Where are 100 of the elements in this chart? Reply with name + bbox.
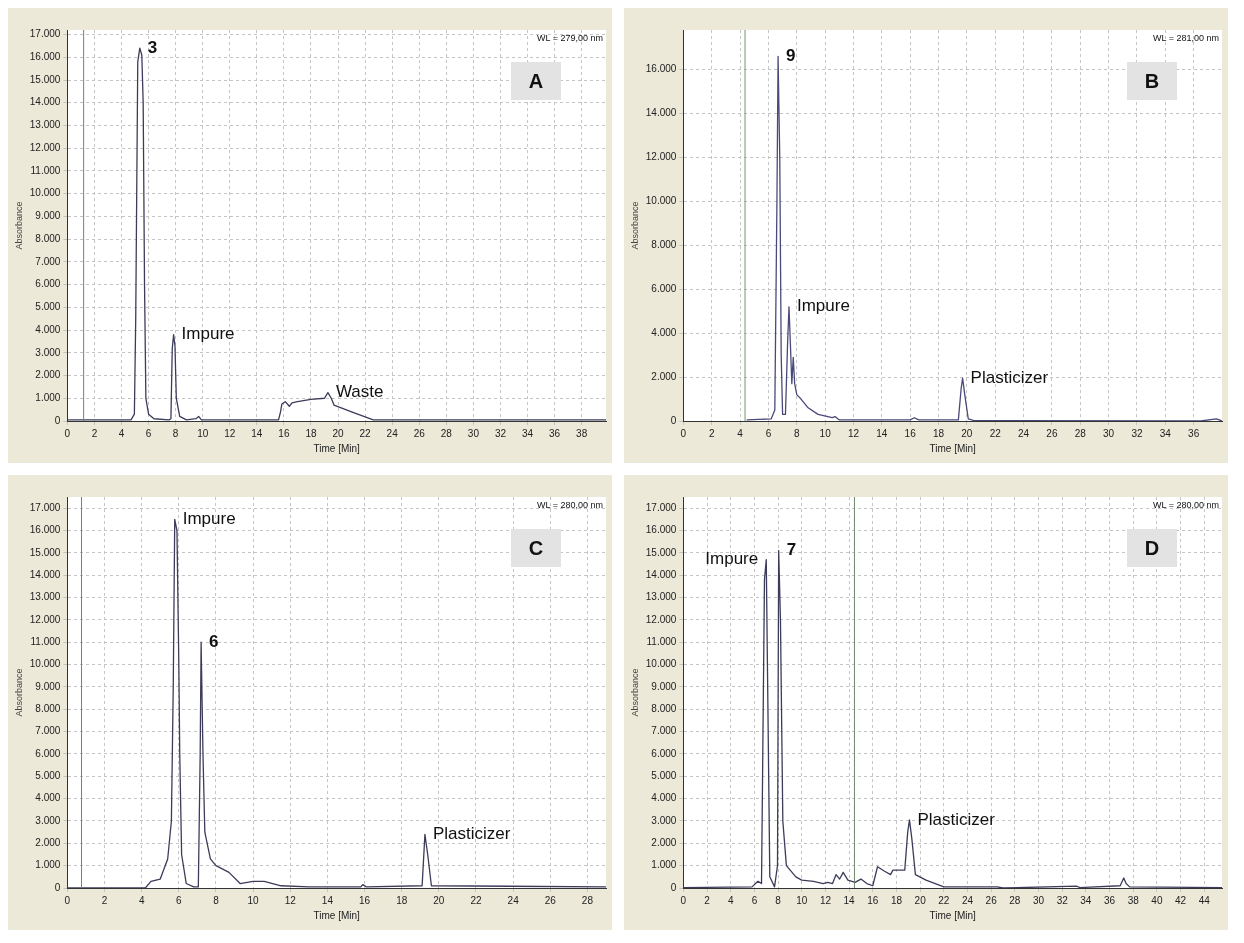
y-tick-label: 17.000 bbox=[645, 501, 677, 513]
y-tick-label: 0 bbox=[54, 414, 61, 426]
x-tick-label: 14 bbox=[251, 427, 263, 439]
x-tick-label: 0 bbox=[64, 427, 71, 439]
chart-subtitle: WL = 279,00 nm bbox=[537, 32, 603, 43]
x-tick-label: 32 bbox=[1131, 427, 1143, 439]
annotation: Waste bbox=[335, 382, 384, 402]
y-tick-label: 8.000 bbox=[651, 239, 677, 251]
annotation: 9 bbox=[786, 46, 796, 66]
y-tick-label: 3.000 bbox=[35, 346, 61, 358]
x-tick-label: 18 bbox=[932, 427, 945, 439]
y-tick-label: 5.000 bbox=[35, 770, 61, 782]
y-tick-label: 16.000 bbox=[645, 63, 677, 75]
x-tick-label: 34 bbox=[1159, 427, 1172, 439]
x-tick-label: 8 bbox=[172, 427, 179, 439]
x-tick-label: 20 bbox=[332, 427, 345, 439]
x-tick-label: 30 bbox=[1103, 427, 1115, 439]
y-tick-label: 2.000 bbox=[35, 369, 61, 381]
x-tick-label: 34 bbox=[521, 427, 534, 439]
y-tick-label: 16.000 bbox=[645, 524, 677, 536]
x-tick-label: 6 bbox=[176, 894, 183, 906]
x-tick-label: 16 bbox=[867, 894, 879, 906]
y-tick-label: 9.000 bbox=[651, 680, 677, 692]
x-tick-label: 38 bbox=[1127, 894, 1140, 906]
x-tick-label: 18 bbox=[890, 894, 903, 906]
y-tick-label: 14.000 bbox=[645, 568, 677, 580]
y-axis-title: Absorbance bbox=[629, 201, 640, 250]
chart-subtitle: WL = 280,00 nm bbox=[537, 499, 603, 510]
y-axis-title: Absorbance bbox=[13, 668, 24, 717]
x-tick-label: 4 bbox=[138, 894, 145, 906]
x-tick-label: 20 bbox=[914, 894, 927, 906]
y-tick-label: 12.000 bbox=[645, 151, 677, 163]
y-tick-label: 5.000 bbox=[35, 301, 61, 313]
y-tick-label: 10.000 bbox=[645, 658, 677, 670]
x-tick-label: 10 bbox=[819, 427, 832, 439]
y-tick-label: 17.000 bbox=[29, 28, 61, 40]
x-tick-label: 28 bbox=[1009, 894, 1021, 906]
y-tick-label: 7.000 bbox=[651, 725, 677, 737]
x-tick-label: 26 bbox=[413, 427, 426, 439]
x-tick-label: 0 bbox=[680, 427, 687, 439]
y-tick-label: 17.000 bbox=[29, 501, 61, 513]
x-tick-label: 8 bbox=[213, 894, 220, 906]
annotation: Impure bbox=[182, 509, 236, 529]
x-tick-label: 30 bbox=[467, 427, 480, 439]
y-tick-label: 8.000 bbox=[35, 703, 61, 715]
x-tick-label: 26 bbox=[985, 894, 998, 906]
x-tick-label: 26 bbox=[544, 894, 557, 906]
y-tick-label: 15.000 bbox=[645, 546, 677, 558]
annotation: Plasticizer bbox=[432, 824, 511, 844]
y-tick-label: 6.000 bbox=[651, 282, 677, 294]
x-tick-label: 26 bbox=[1046, 427, 1058, 439]
x-tick-label: 24 bbox=[386, 427, 399, 439]
x-tick-label: 32 bbox=[494, 427, 507, 439]
x-tick-label: 22 bbox=[938, 894, 950, 906]
x-tick-label: 20 bbox=[961, 427, 973, 439]
x-tick-label: 4 bbox=[737, 427, 744, 439]
x-tick-label: 38 bbox=[576, 427, 588, 439]
y-tick-label: 10.000 bbox=[645, 195, 677, 207]
y-tick-label: 8.000 bbox=[35, 232, 61, 244]
x-tick-label: 12 bbox=[847, 427, 860, 439]
annotation: Impure bbox=[796, 296, 850, 316]
y-tick-label: 11.000 bbox=[30, 164, 61, 176]
x-tick-label: 36 bbox=[1188, 427, 1200, 439]
y-tick-label: 1.000 bbox=[35, 859, 61, 871]
x-tick-label: 0 bbox=[64, 894, 71, 906]
x-tick-label: 44 bbox=[1198, 894, 1211, 906]
annotation: Impure bbox=[181, 324, 235, 344]
x-tick-label: 24 bbox=[961, 894, 974, 906]
x-tick-label: 8 bbox=[775, 894, 782, 906]
text: D bbox=[1144, 536, 1160, 559]
x-tick-label: 16 bbox=[904, 427, 917, 439]
x-tick-label: 28 bbox=[1074, 427, 1087, 439]
x-tick-label: 10 bbox=[247, 894, 260, 906]
x-tick-label: 6 bbox=[765, 427, 772, 439]
annotation: 3 bbox=[147, 37, 158, 57]
x-tick-label: 34 bbox=[1080, 894, 1092, 906]
y-tick-label: 12.000 bbox=[645, 613, 677, 625]
y-tick-label: 6.000 bbox=[35, 278, 61, 290]
x-tick-label: 18 bbox=[305, 427, 317, 439]
x-tick-label: 0 bbox=[680, 894, 687, 906]
x-tick-label: 30 bbox=[1032, 894, 1045, 906]
annotation: 6 bbox=[209, 631, 219, 651]
y-tick-label: 4.000 bbox=[35, 323, 61, 335]
y-tick-label: 12.000 bbox=[29, 141, 61, 153]
text: A bbox=[528, 69, 544, 92]
annotation: Plasticizer bbox=[970, 367, 1049, 387]
x-tick-label: 22 bbox=[989, 427, 1002, 439]
x-tick-label: 22 bbox=[470, 894, 482, 906]
x-tick-label: 6 bbox=[751, 894, 758, 906]
x-axis-title: Time [Min] bbox=[313, 909, 361, 921]
x-tick-label: 24 bbox=[1018, 427, 1030, 439]
y-tick-label: 3.000 bbox=[651, 814, 677, 826]
x-tick-label: 16 bbox=[278, 427, 290, 439]
y-tick-label: 2.000 bbox=[651, 837, 677, 849]
y-tick-label: 10.000 bbox=[29, 658, 61, 670]
x-tick-label: 18 bbox=[396, 894, 408, 906]
x-tick-label: 2 bbox=[91, 427, 98, 439]
y-axis-title: Absorbance bbox=[629, 668, 640, 717]
annotation: 7 bbox=[786, 540, 797, 560]
x-tick-label: 10 bbox=[796, 894, 808, 906]
